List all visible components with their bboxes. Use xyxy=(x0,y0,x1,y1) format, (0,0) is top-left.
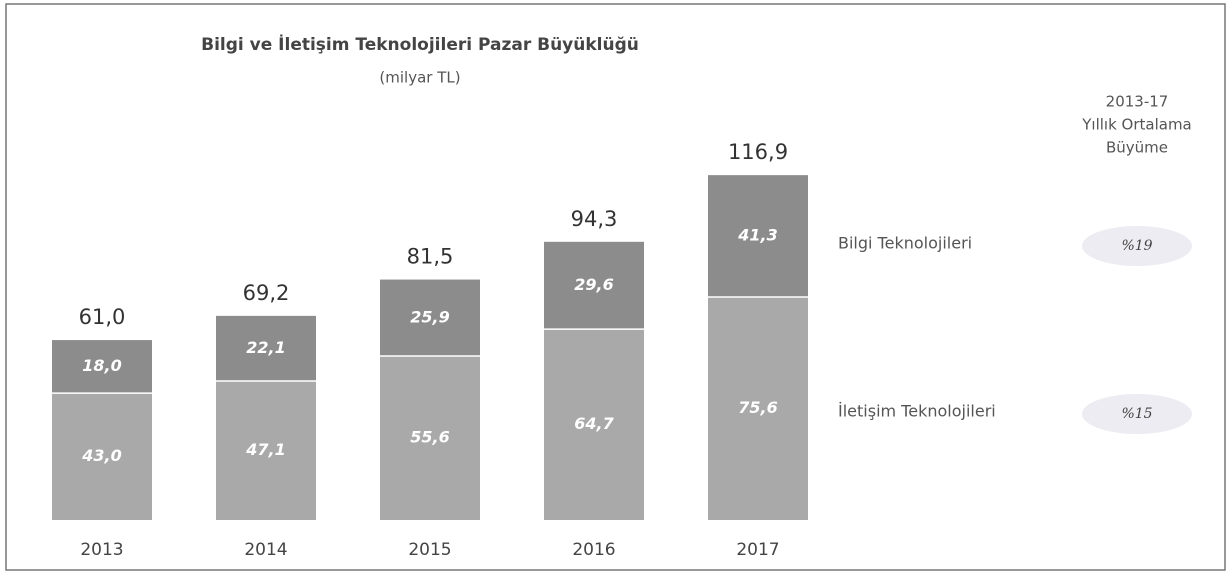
bar-segment xyxy=(708,296,808,520)
x-tick-label: 2017 xyxy=(736,540,779,560)
segment-label: 75,6 xyxy=(738,398,777,417)
chart-title: Bilgi ve İletişim Teknolojileri Pazar Bü… xyxy=(201,33,639,55)
total-label: 116,9 xyxy=(728,140,788,164)
bar-segment xyxy=(216,381,316,520)
total-label: 69,2 xyxy=(243,281,290,305)
growth-badge xyxy=(1082,226,1192,266)
chart-subtitle: (milyar TL) xyxy=(379,69,460,87)
bar-segment xyxy=(380,279,480,356)
segment-label: 25,9 xyxy=(410,307,449,326)
bar-segment xyxy=(708,175,808,297)
legend-label: Bilgi Teknolojileri xyxy=(838,234,972,253)
total-label: 61,0 xyxy=(79,305,126,329)
segment-label: 41,3 xyxy=(737,226,777,245)
growth-label: %19 xyxy=(1121,238,1152,254)
bar-segment xyxy=(544,329,644,520)
bar-segment xyxy=(380,355,480,520)
bar-segment xyxy=(52,340,152,394)
bar-segment xyxy=(544,241,644,330)
segment-label: 55,6 xyxy=(410,427,449,446)
bar-segment xyxy=(216,315,316,382)
segment-label: 47,1 xyxy=(245,440,285,459)
frame xyxy=(5,3,1226,571)
growth-title: Yıllık Ortalama xyxy=(1081,116,1192,134)
x-tick-label: 2013 xyxy=(80,540,123,560)
total-label: 94,3 xyxy=(571,207,618,231)
segment-label: 29,6 xyxy=(574,275,613,294)
x-tick-label: 2016 xyxy=(572,540,615,560)
growth-badge xyxy=(1082,394,1192,434)
x-tick-label: 2015 xyxy=(408,540,451,560)
legend-label: İletişim Teknolojileri xyxy=(838,402,996,421)
growth-label: %15 xyxy=(1121,406,1152,422)
growth-title: 2013-17 xyxy=(1106,93,1169,111)
segment-label: 22,1 xyxy=(246,338,285,357)
x-tick-label: 2014 xyxy=(244,540,287,560)
bar-segment xyxy=(52,393,152,520)
segment-label: 43,0 xyxy=(81,446,121,465)
segment-label: 18,0 xyxy=(82,356,121,375)
total-label: 81,5 xyxy=(407,245,454,269)
growth-title: Büyüme xyxy=(1106,139,1168,157)
segment-label: 64,7 xyxy=(574,414,614,433)
